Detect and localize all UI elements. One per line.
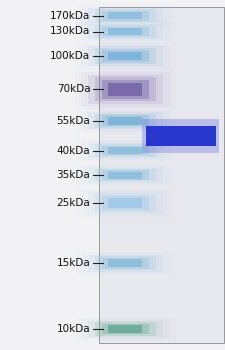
Bar: [94, 48, 155, 64]
Text: 100kDa: 100kDa: [50, 51, 90, 61]
Bar: [108, 117, 142, 125]
Text: 170kDa: 170kDa: [50, 11, 90, 21]
Bar: [88, 192, 162, 214]
Bar: [101, 80, 148, 99]
Bar: [88, 8, 162, 23]
Bar: [108, 198, 142, 208]
Bar: [94, 169, 155, 181]
Bar: [101, 27, 148, 36]
Bar: [81, 72, 169, 106]
Bar: [108, 83, 142, 96]
Bar: [88, 112, 162, 129]
Bar: [94, 77, 155, 101]
Bar: [108, 12, 142, 19]
Bar: [81, 190, 169, 216]
Bar: [81, 44, 169, 67]
Bar: [108, 28, 142, 35]
Bar: [74, 109, 176, 132]
Bar: [94, 9, 155, 22]
Bar: [145, 126, 215, 146]
Bar: [81, 253, 169, 273]
Bar: [88, 167, 162, 183]
Bar: [74, 164, 176, 186]
Bar: [81, 166, 169, 184]
Bar: [88, 255, 162, 272]
Text: 130kDa: 130kDa: [50, 27, 90, 36]
Bar: [94, 114, 155, 128]
Bar: [101, 50, 148, 62]
Bar: [108, 259, 142, 267]
Bar: [108, 259, 142, 267]
Bar: [108, 198, 142, 208]
Bar: [74, 43, 176, 69]
Bar: [108, 12, 142, 19]
Bar: [94, 194, 155, 212]
Bar: [108, 51, 142, 60]
Bar: [81, 319, 169, 339]
Text: 70kDa: 70kDa: [56, 84, 90, 94]
Bar: [108, 117, 142, 125]
Bar: [108, 172, 142, 178]
Bar: [94, 322, 155, 336]
Bar: [94, 25, 155, 38]
Text: 25kDa: 25kDa: [56, 198, 90, 208]
Bar: [74, 317, 176, 341]
Bar: [108, 147, 142, 154]
Bar: [74, 140, 176, 161]
Text: 35kDa: 35kDa: [56, 170, 90, 180]
Bar: [108, 172, 142, 178]
Bar: [88, 24, 162, 39]
Bar: [74, 69, 176, 109]
Bar: [99, 7, 223, 343]
Bar: [108, 51, 142, 60]
Bar: [94, 256, 155, 270]
Bar: [101, 196, 148, 210]
Text: 10kDa: 10kDa: [56, 324, 90, 334]
Bar: [88, 321, 162, 337]
Bar: [108, 147, 142, 154]
Bar: [81, 7, 169, 25]
Bar: [81, 111, 169, 131]
Bar: [101, 116, 148, 126]
Bar: [88, 46, 162, 66]
Bar: [108, 325, 142, 333]
Bar: [81, 141, 169, 160]
Bar: [88, 75, 162, 104]
Bar: [74, 188, 176, 218]
Bar: [94, 144, 155, 157]
Text: 40kDa: 40kDa: [56, 146, 90, 155]
Bar: [142, 119, 218, 153]
Bar: [101, 258, 148, 268]
Text: 55kDa: 55kDa: [56, 116, 90, 126]
Bar: [74, 5, 176, 26]
Bar: [74, 21, 176, 42]
Bar: [108, 83, 142, 96]
Bar: [88, 143, 162, 158]
Bar: [101, 170, 148, 180]
Text: 15kDa: 15kDa: [56, 258, 90, 268]
Bar: [108, 325, 142, 333]
Bar: [101, 11, 148, 21]
Bar: [101, 324, 148, 334]
Bar: [74, 252, 176, 275]
Bar: [81, 22, 169, 41]
Bar: [108, 28, 142, 35]
Bar: [101, 146, 148, 155]
